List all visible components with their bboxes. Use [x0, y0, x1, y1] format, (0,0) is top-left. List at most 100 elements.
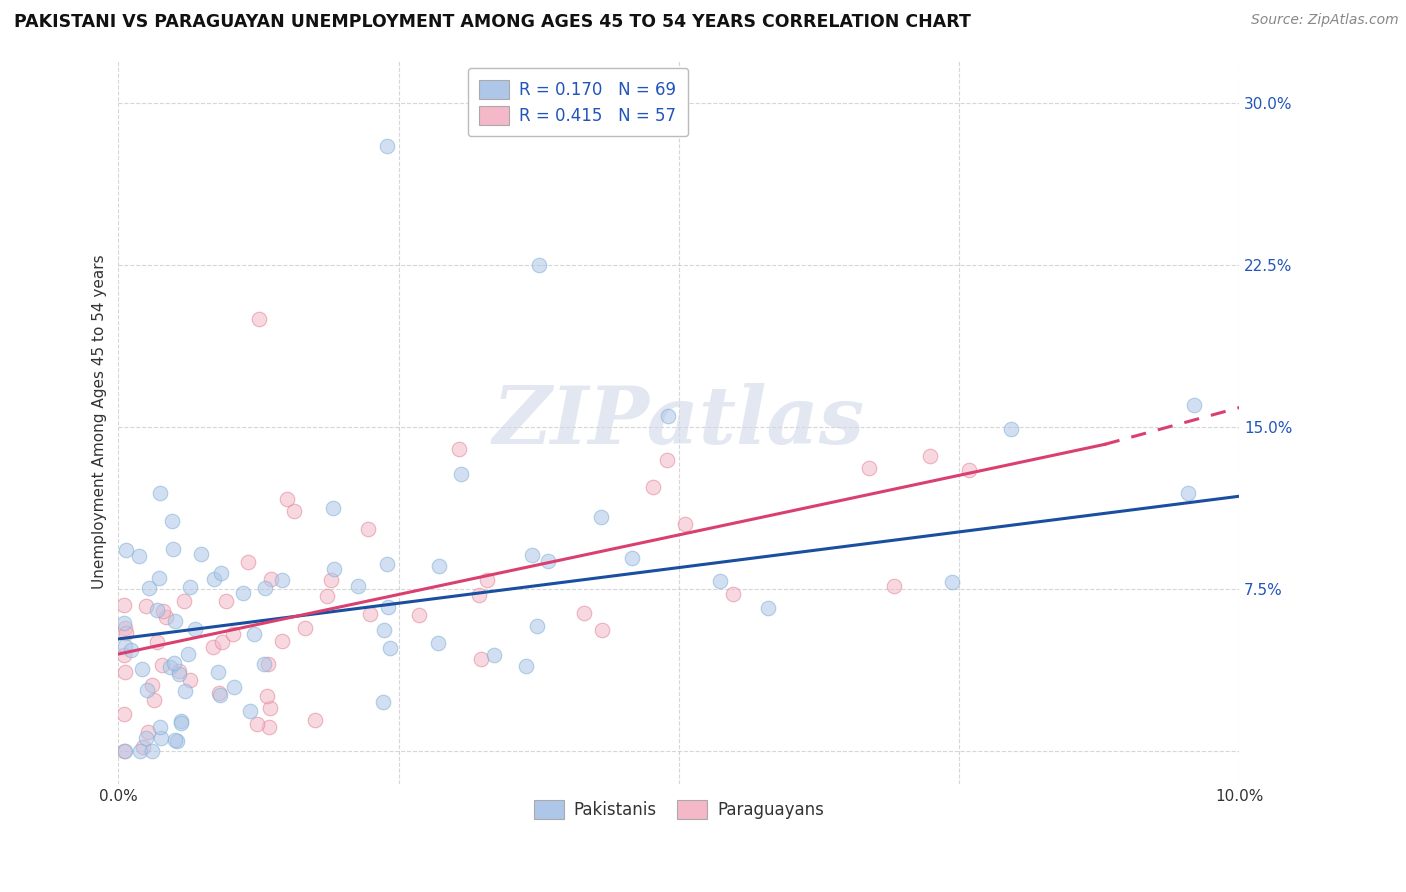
- Point: [204, 572, 226, 586]
- Point: [643, 479, 665, 493]
- Point: [260, 572, 283, 586]
- Point: [359, 607, 381, 621]
- Point: [215, 593, 238, 607]
- Point: [377, 599, 399, 614]
- Point: [162, 542, 184, 557]
- Point: [323, 562, 346, 576]
- Point: [150, 657, 173, 672]
- Point: [149, 486, 172, 500]
- Point: [294, 621, 316, 635]
- Y-axis label: Unemployment Among Ages 45 to 54 years: Unemployment Among Ages 45 to 54 years: [93, 254, 107, 589]
- Point: [112, 648, 135, 662]
- Point: [243, 626, 266, 640]
- Point: [657, 409, 679, 424]
- Text: PAKISTANI VS PARAGUAYAN UNEMPLOYMENT AMONG AGES 45 TO 54 YEARS CORRELATION CHART: PAKISTANI VS PARAGUAYAN UNEMPLOYMENT AMO…: [14, 13, 972, 31]
- Point: [276, 492, 298, 507]
- Point: [149, 720, 172, 734]
- Point: [1000, 422, 1022, 436]
- Point: [163, 614, 186, 628]
- Point: [179, 580, 201, 594]
- Point: [515, 659, 537, 673]
- Point: [129, 744, 152, 758]
- Point: [246, 716, 269, 731]
- Point: [373, 623, 395, 637]
- Point: [114, 744, 136, 758]
- Point: [271, 633, 294, 648]
- Point: [170, 714, 193, 728]
- Text: ZIPatlas: ZIPatlas: [492, 383, 865, 460]
- Point: [114, 665, 136, 679]
- Point: [190, 547, 212, 561]
- Point: [148, 571, 170, 585]
- Point: [135, 731, 157, 745]
- Point: [131, 662, 153, 676]
- Point: [537, 553, 560, 567]
- Point: [222, 680, 245, 694]
- Point: [450, 467, 472, 481]
- Point: [150, 731, 173, 745]
- Point: [167, 667, 190, 681]
- Point: [159, 659, 181, 673]
- Point: [591, 623, 613, 637]
- Point: [169, 664, 191, 678]
- Point: [173, 593, 195, 607]
- Point: [162, 514, 184, 528]
- Point: [1177, 485, 1199, 500]
- Point: [322, 500, 344, 515]
- Point: [247, 312, 270, 326]
- Point: [207, 665, 229, 680]
- Point: [236, 555, 259, 569]
- Point: [120, 643, 142, 657]
- Point: [152, 604, 174, 618]
- Point: [115, 625, 138, 640]
- Point: [408, 608, 430, 623]
- Point: [527, 258, 550, 272]
- Point: [270, 573, 292, 587]
- Point: [209, 689, 232, 703]
- Point: [162, 656, 184, 670]
- Point: [232, 586, 254, 600]
- Point: [114, 542, 136, 557]
- Point: [721, 586, 744, 600]
- Point: [709, 574, 731, 589]
- Point: [166, 734, 188, 748]
- Point: [319, 573, 342, 587]
- Point: [165, 732, 187, 747]
- Point: [136, 725, 159, 739]
- Point: [128, 549, 150, 564]
- Point: [143, 693, 166, 707]
- Point: [183, 622, 205, 636]
- Point: [174, 683, 197, 698]
- Point: [155, 609, 177, 624]
- Point: [526, 619, 548, 633]
- Point: [112, 706, 135, 721]
- Point: [1182, 399, 1205, 413]
- Point: [112, 616, 135, 631]
- Point: [239, 704, 262, 718]
- Point: [211, 635, 233, 649]
- Point: [591, 510, 613, 524]
- Point: [136, 683, 159, 698]
- Point: [957, 463, 980, 477]
- Point: [146, 602, 169, 616]
- Point: [468, 588, 491, 602]
- Point: [304, 713, 326, 727]
- Point: [858, 461, 880, 475]
- Text: Source: ZipAtlas.com: Source: ZipAtlas.com: [1251, 13, 1399, 28]
- Point: [375, 557, 398, 571]
- Point: [177, 647, 200, 661]
- Point: [169, 715, 191, 730]
- Point: [283, 503, 305, 517]
- Point: [347, 579, 370, 593]
- Point: [883, 579, 905, 593]
- Point: [477, 574, 499, 588]
- Point: [112, 744, 135, 758]
- Point: [112, 599, 135, 613]
- Point: [316, 590, 339, 604]
- Point: [141, 678, 163, 692]
- Point: [427, 559, 450, 574]
- Point: [179, 673, 201, 687]
- Point: [673, 516, 696, 531]
- Point: [222, 627, 245, 641]
- Point: [941, 574, 963, 589]
